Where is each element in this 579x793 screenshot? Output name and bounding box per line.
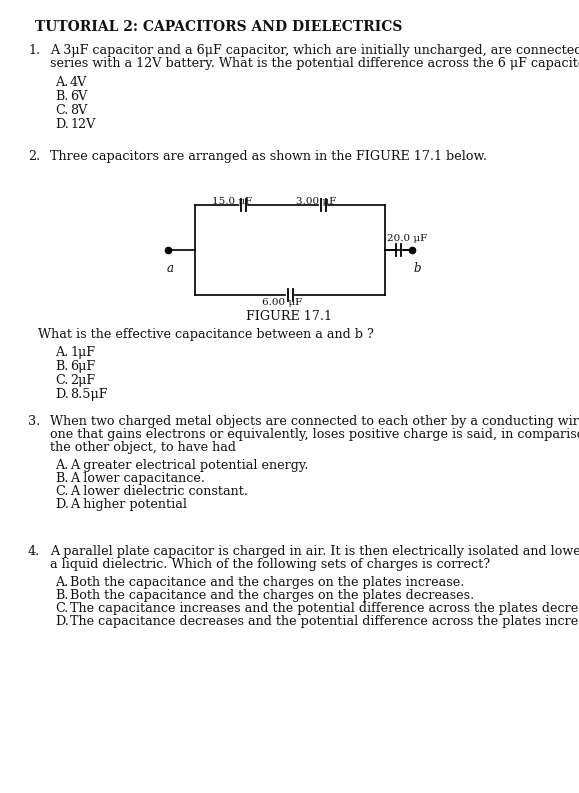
Text: A.: A. [55,346,68,359]
Text: 8V: 8V [70,104,87,117]
Text: D.: D. [55,615,69,628]
Text: 2μF: 2μF [70,374,95,387]
Text: A.: A. [55,576,68,589]
Text: What is the effective capacitance between a and b ?: What is the effective capacitance betwee… [38,328,374,341]
Text: B.: B. [55,472,68,485]
Text: A lower capacitance.: A lower capacitance. [70,472,205,485]
Text: D.: D. [55,388,69,401]
Text: B.: B. [55,360,68,373]
Text: A lower dielectric constant.: A lower dielectric constant. [70,485,248,498]
Text: 6V: 6V [70,90,87,103]
Text: When two charged metal objects are connected to each other by a conducting wire,: When two charged metal objects are conne… [50,415,579,428]
Text: 4V: 4V [70,76,87,89]
Text: a liquid dielectric. Which of the following sets of charges is correct?: a liquid dielectric. Which of the follow… [50,558,490,571]
Text: series with a 12V battery. What is the potential difference across the 6 μF capa: series with a 12V battery. What is the p… [50,57,579,70]
Text: A greater electrical potential energy.: A greater electrical potential energy. [70,459,309,472]
Text: 4.: 4. [28,545,41,558]
Text: C.: C. [55,104,68,117]
Text: C.: C. [55,374,68,387]
Text: 6.00 μF: 6.00 μF [262,298,302,307]
Text: 20.0 μF: 20.0 μF [387,234,427,243]
Text: 3.00 μF: 3.00 μF [296,197,336,206]
Text: 2.: 2. [28,150,41,163]
Text: Both the capacitance and the charges on the plates increase.: Both the capacitance and the charges on … [70,576,464,589]
Text: D.: D. [55,498,69,511]
Text: a: a [167,262,174,275]
Text: FIGURE 17.1: FIGURE 17.1 [246,310,332,323]
Text: Both the capacitance and the charges on the plates decreases.: Both the capacitance and the charges on … [70,589,474,602]
Text: TUTORIAL 2: CAPACITORS AND DIELECTRICS: TUTORIAL 2: CAPACITORS AND DIELECTRICS [35,20,402,34]
Text: A higher potential: A higher potential [70,498,187,511]
Text: b: b [414,262,422,275]
Text: 1.: 1. [28,44,40,57]
Text: B.: B. [55,90,68,103]
Text: The capacitance increases and the potential difference across the plates decreas: The capacitance increases and the potent… [70,602,579,615]
Text: Three capacitors are arranged as shown in the FIGURE 17.1 below.: Three capacitors are arranged as shown i… [50,150,487,163]
Text: A.: A. [55,459,68,472]
Text: 6μF: 6μF [70,360,95,373]
Text: A.: A. [55,76,68,89]
Text: one that gains electrons or equivalently, loses positive charge is said, in comp: one that gains electrons or equivalently… [50,428,579,441]
Text: 12V: 12V [70,118,96,131]
Text: 1μF: 1μF [70,346,95,359]
Text: B.: B. [55,589,68,602]
Text: A parallel plate capacitor is charged in air. It is then electrically isolated a: A parallel plate capacitor is charged in… [50,545,579,558]
Text: 8.5μF: 8.5μF [70,388,108,401]
Text: The capacitance decreases and the potential difference across the plates increas: The capacitance decreases and the potent… [70,615,579,628]
Text: C.: C. [55,602,68,615]
Text: 3.: 3. [28,415,41,428]
Text: D.: D. [55,118,69,131]
Text: the other object, to have had: the other object, to have had [50,441,236,454]
Text: 15.0 μF: 15.0 μF [212,197,252,206]
Text: C.: C. [55,485,68,498]
Text: A 3μF capacitor and a 6μF capacitor, which are initially uncharged, are connecte: A 3μF capacitor and a 6μF capacitor, whi… [50,44,579,57]
